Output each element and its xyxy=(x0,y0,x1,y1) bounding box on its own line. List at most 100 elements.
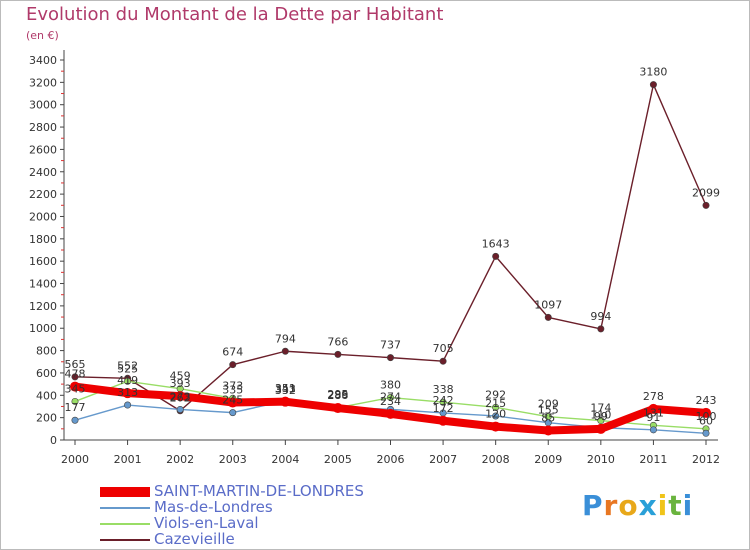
logo-letter: x xyxy=(638,489,658,522)
y-tick-label: 800 xyxy=(36,345,57,358)
x-tick-label: 2011 xyxy=(639,453,667,466)
data-label: 155 xyxy=(538,404,559,417)
y-tick-label: 600 xyxy=(36,367,57,380)
data-point xyxy=(595,423,606,434)
x-tick-label: 2009 xyxy=(534,453,562,466)
data-label: 1097 xyxy=(534,298,562,311)
data-label: 338 xyxy=(433,383,454,396)
data-label: 380 xyxy=(380,379,401,392)
data-point xyxy=(492,252,500,260)
data-point xyxy=(332,403,343,414)
y-tick-label: 3400 xyxy=(29,54,57,67)
logo-letter: i xyxy=(682,489,694,522)
y-tick-label: 0 xyxy=(50,434,57,447)
legend-label: Mas-de-Londres xyxy=(154,498,273,516)
logo-letter: r xyxy=(603,489,619,522)
data-label: 295 xyxy=(327,388,348,401)
legend-label: Viols-en-Laval xyxy=(154,514,259,532)
data-point xyxy=(227,397,238,408)
data-label: 794 xyxy=(275,332,296,345)
x-tick-label: 2012 xyxy=(692,453,720,466)
data-point xyxy=(175,391,186,402)
data-point xyxy=(71,373,79,381)
y-tick-label: 2000 xyxy=(29,210,57,223)
chart-subtitle: (en €) xyxy=(26,29,59,42)
data-label: 172 xyxy=(433,402,454,415)
y-tick-label: 2600 xyxy=(29,143,57,156)
data-point xyxy=(492,403,500,411)
data-label: 215 xyxy=(485,397,506,410)
y-tick-label: 1600 xyxy=(29,255,57,268)
y-tick-label: 1200 xyxy=(29,300,57,313)
y-tick-label: 2800 xyxy=(29,121,57,134)
proxiti-logo: Proxiti xyxy=(582,489,693,522)
data-label: 286 xyxy=(327,389,348,402)
data-label: 174 xyxy=(590,402,611,415)
data-label: 242 xyxy=(433,394,454,407)
data-label: 273 xyxy=(170,390,191,403)
data-label: 85 xyxy=(541,412,555,425)
data-point xyxy=(597,325,605,333)
data-label: 120 xyxy=(485,408,506,421)
data-point xyxy=(492,412,500,420)
data-point xyxy=(438,415,449,426)
data-point xyxy=(385,408,396,419)
data-label: 478 xyxy=(65,368,86,381)
data-point xyxy=(281,347,289,355)
data-label: 343 xyxy=(275,383,296,396)
data-label: 674 xyxy=(222,346,243,359)
y-tick-label: 2200 xyxy=(29,188,57,201)
x-tick-label: 2010 xyxy=(587,453,615,466)
data-label: 705 xyxy=(433,342,454,355)
logo-letter: o xyxy=(618,489,639,522)
data-label: 177 xyxy=(65,401,86,414)
x-tick-label: 2001 xyxy=(114,453,142,466)
logo-letter: t xyxy=(668,489,683,522)
data-point xyxy=(334,350,342,358)
data-point xyxy=(439,398,447,406)
data-point xyxy=(439,357,447,365)
x-tick-label: 2003 xyxy=(219,453,247,466)
legend-label: Cazevieille xyxy=(154,530,235,548)
data-label: 100 xyxy=(696,410,717,423)
x-tick-label: 2008 xyxy=(482,453,510,466)
x-tick-label: 2000 xyxy=(61,453,89,466)
data-label: 2099 xyxy=(692,186,720,199)
data-label: 351 xyxy=(275,382,296,395)
data-label: 209 xyxy=(538,398,559,411)
data-label: 1643 xyxy=(482,237,510,250)
data-point xyxy=(701,407,711,418)
legend-swatch xyxy=(100,523,150,525)
data-point xyxy=(70,381,80,392)
data-point xyxy=(702,429,710,437)
data-label: 994 xyxy=(590,310,611,323)
data-label: 332 xyxy=(275,384,296,397)
data-point xyxy=(544,313,552,321)
data-point xyxy=(490,421,501,432)
data-point xyxy=(124,377,132,385)
y-tick-label: 1800 xyxy=(29,233,57,246)
y-tick-label: 2400 xyxy=(29,166,57,179)
data-point xyxy=(280,396,291,407)
x-tick-label: 2004 xyxy=(271,453,299,466)
data-label: 313 xyxy=(117,386,138,399)
legend-swatch xyxy=(100,539,150,541)
data-label: 525 xyxy=(117,362,138,375)
data-label: 393 xyxy=(170,377,191,390)
data-label: 766 xyxy=(327,335,348,348)
y-tick-label: 400 xyxy=(36,389,57,402)
data-label: 565 xyxy=(65,358,86,371)
data-label: 234 xyxy=(380,395,401,408)
legend-label: SAINT-MARTIN-DE-LONDRES xyxy=(154,482,364,500)
y-tick-label: 3000 xyxy=(29,99,57,112)
data-label: 262 xyxy=(170,392,191,405)
data-point xyxy=(597,417,605,425)
data-point xyxy=(124,401,132,409)
data-point xyxy=(543,425,554,436)
logo-letter: i xyxy=(657,489,669,522)
data-label: 373 xyxy=(222,379,243,392)
data-label: 91 xyxy=(646,411,660,424)
y-tick-label: 3200 xyxy=(29,76,57,89)
